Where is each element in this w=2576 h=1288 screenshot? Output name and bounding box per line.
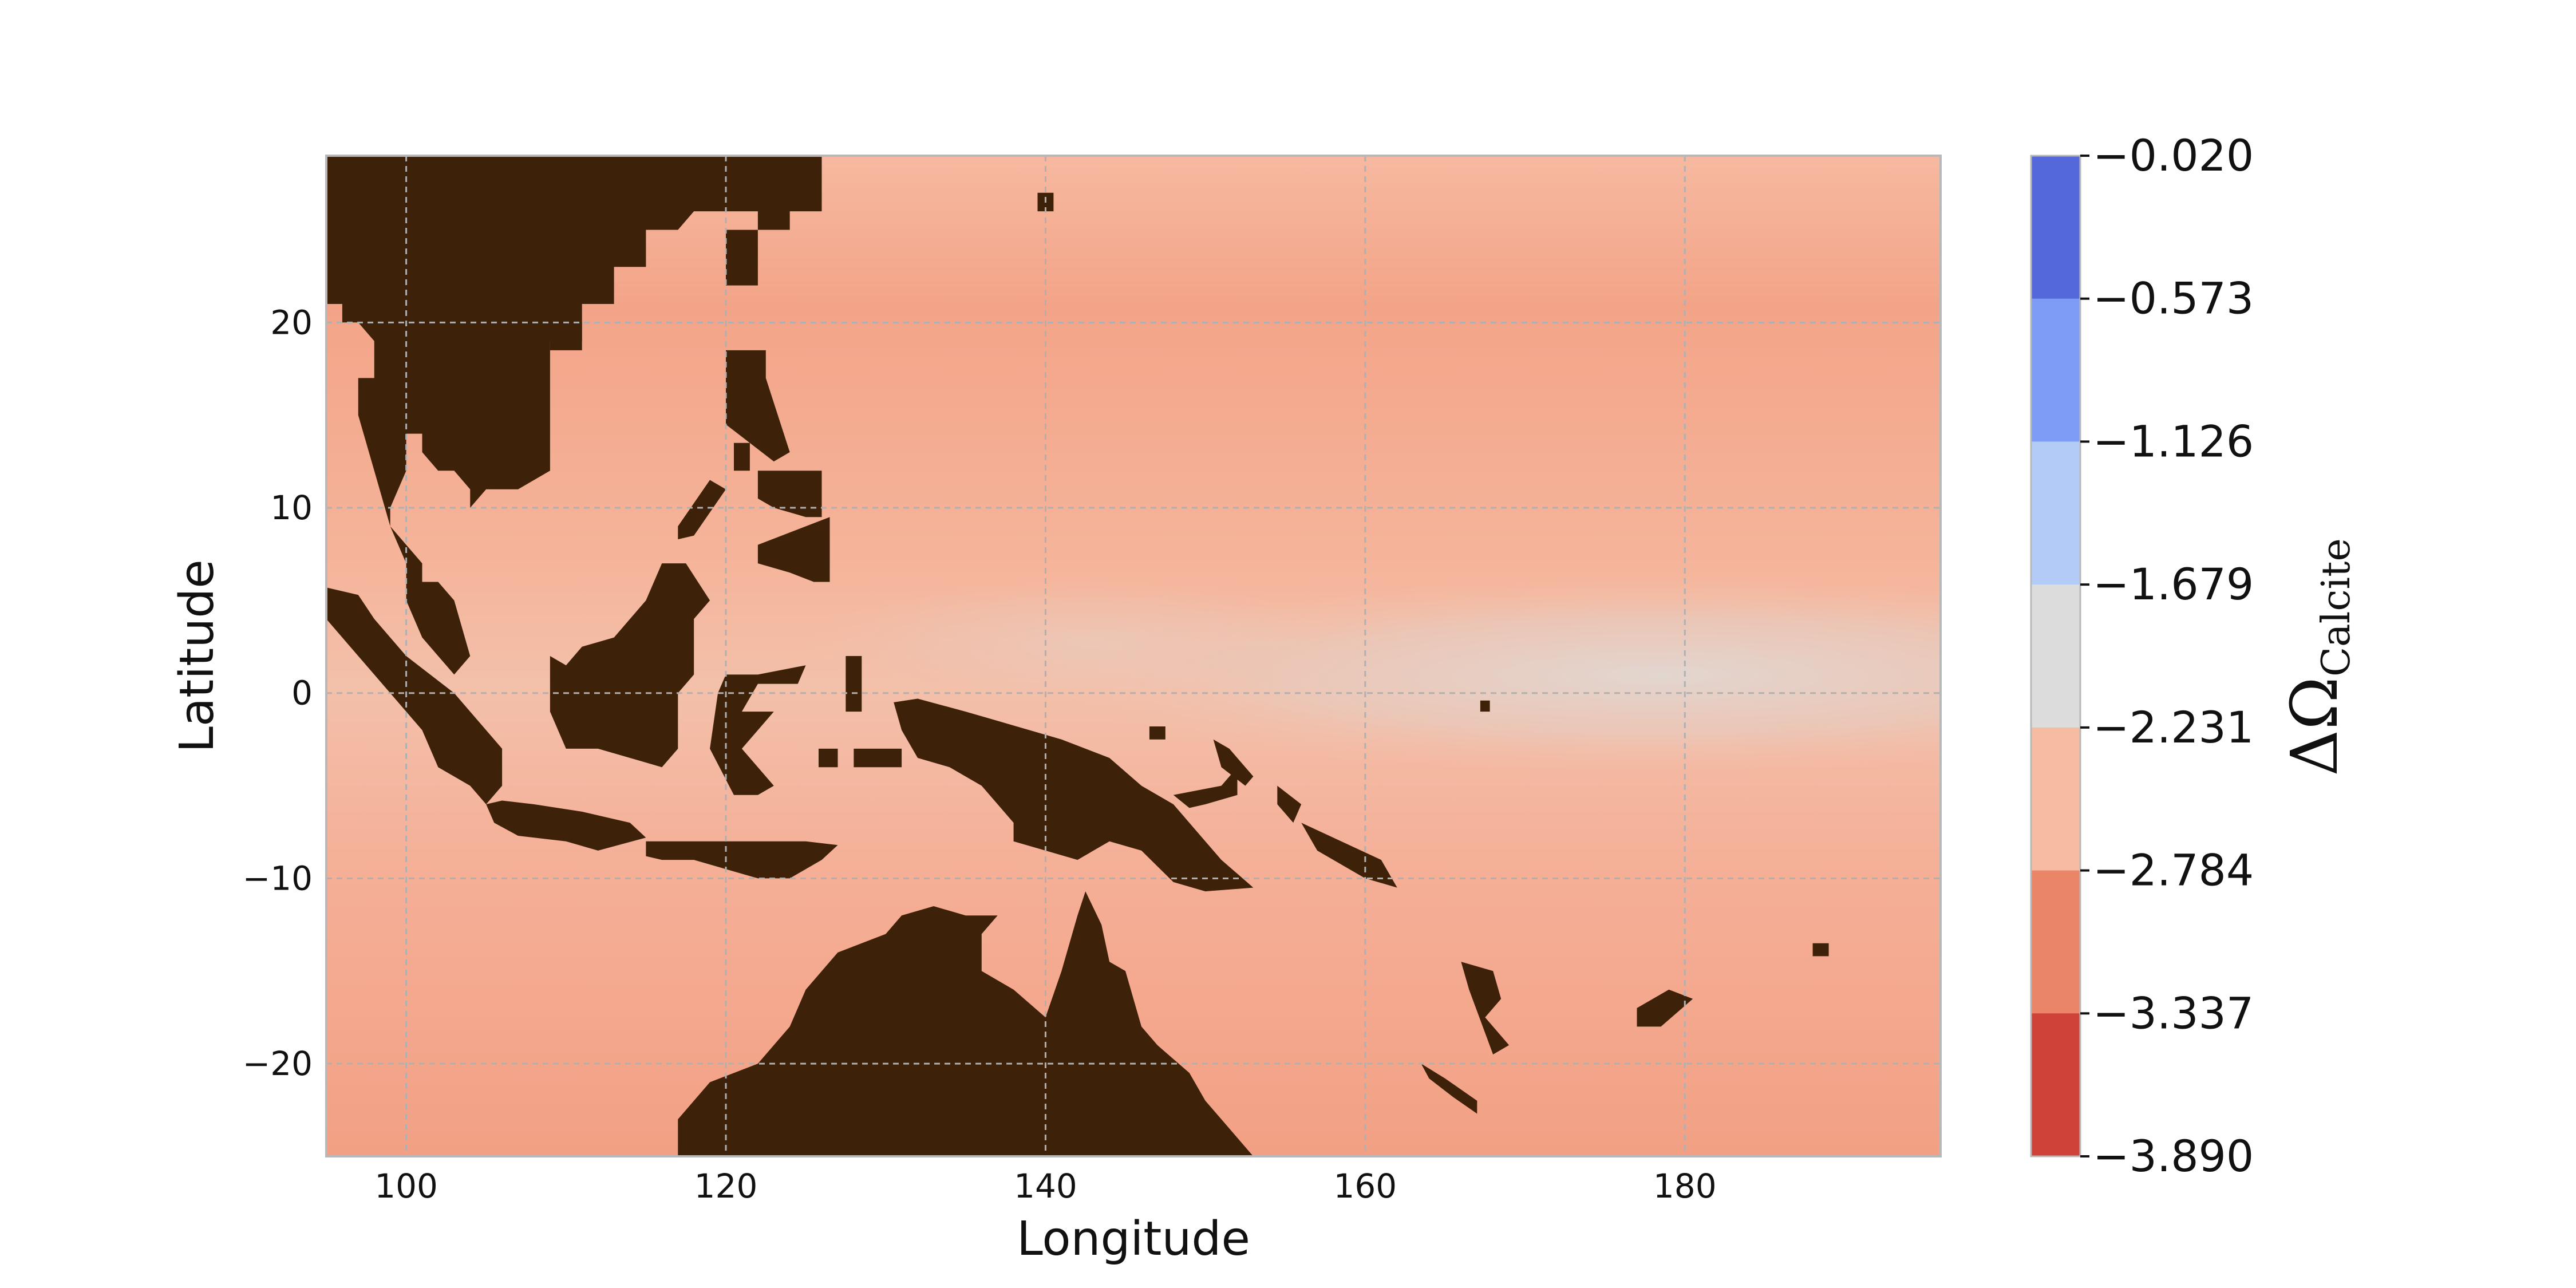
colorbar-tick-label: −1.126 xyxy=(2093,416,2254,467)
map-plot-area xyxy=(286,156,1981,1156)
gridlines xyxy=(326,156,1941,1156)
x-tick-label: 120 xyxy=(694,1167,758,1206)
plot-frame xyxy=(325,155,1942,1157)
colorbar-tick-label: −0.020 xyxy=(2093,130,2254,181)
land-new-guinea xyxy=(894,698,1254,892)
land-new-caledonia xyxy=(1421,1064,1477,1114)
land-nauru-area xyxy=(1480,700,1490,712)
land-minamitorishima xyxy=(1965,215,1981,230)
land-palawan xyxy=(678,480,726,540)
land-mindanao xyxy=(757,517,830,582)
x-tick-label: 180 xyxy=(1653,1167,1717,1206)
land-vanuatu xyxy=(1461,962,1510,1054)
land-bougainville xyxy=(1277,785,1302,823)
equatorial-west-anomaly xyxy=(801,578,1374,704)
colorbar-bin xyxy=(2031,156,2080,299)
land-new-ireland xyxy=(1213,739,1254,786)
land-asia-mainland xyxy=(326,156,822,675)
colorbar-bin xyxy=(2031,1013,2080,1157)
colorbar: −0.020 −0.573 −1.126 −1.679 −2.231 −2.784 −3.3… xyxy=(2030,130,2254,1182)
y-axis-title: Latitude xyxy=(170,559,224,753)
colorbar-title: ΔΩCalcite xyxy=(2278,538,2359,776)
land-lesser-sunda xyxy=(646,841,838,879)
land-mindoro xyxy=(734,442,750,471)
latitude-axis: 20 10 0 −10 −20 xyxy=(243,303,313,1083)
land-taiwan xyxy=(726,230,758,286)
colorbar-tick-label: −0.573 xyxy=(2093,273,2254,324)
land-samoa xyxy=(1812,943,1829,957)
land-fiji xyxy=(1637,989,1693,1027)
colorbar-tick-label: −1.679 xyxy=(2093,559,2254,610)
x-axis-title: Longitude xyxy=(1017,1212,1250,1266)
longitude-axis: 100 120 140 160 180 xyxy=(374,1167,1716,1206)
land-borneo xyxy=(550,563,710,768)
land-sulawesi xyxy=(710,665,806,795)
land-solomons xyxy=(1301,823,1397,888)
colorbar-bin xyxy=(2031,298,2080,442)
colorbar-bin xyxy=(2031,870,2080,1014)
colorbar-tick-label: −3.890 xyxy=(2093,1131,2254,1182)
land-andaman xyxy=(286,434,302,471)
colorbar-frame xyxy=(2030,155,2081,1157)
land-manus xyxy=(1149,726,1165,740)
y-tick-label: −10 xyxy=(243,859,313,898)
land-halmahera xyxy=(846,656,862,712)
y-tick-label: 10 xyxy=(270,488,313,527)
colorbar-bin xyxy=(2031,727,2080,871)
colorbar-title-subscript: Calcite xyxy=(2314,538,2359,677)
x-tick-label: 140 xyxy=(1014,1167,1077,1206)
colorbar-tick-label: −3.337 xyxy=(2093,987,2254,1038)
land-luzon xyxy=(726,350,790,462)
land-australia xyxy=(678,891,1254,1156)
colorbar-bin xyxy=(2031,584,2080,728)
colorbar-tick-label: −2.784 xyxy=(2093,845,2254,896)
land-seram xyxy=(854,748,902,768)
colorbar-title-main: ΔΩ xyxy=(2278,677,2352,776)
land-buru xyxy=(819,748,838,768)
colorbar-bin xyxy=(2031,441,2080,585)
colorbar-tick-label: −2.231 xyxy=(2093,702,2254,753)
land-hainan xyxy=(550,322,582,350)
land-new-britain xyxy=(1173,767,1238,808)
y-tick-label: 0 xyxy=(291,674,313,713)
y-tick-label: 20 xyxy=(270,303,313,342)
y-tick-label: −20 xyxy=(243,1044,313,1083)
x-tick-label: 160 xyxy=(1333,1167,1397,1206)
land-sumatra xyxy=(326,587,503,804)
land-visayas xyxy=(757,471,822,517)
land-mask xyxy=(286,156,1981,1156)
x-tick-label: 100 xyxy=(374,1167,438,1206)
land-java xyxy=(486,800,646,851)
